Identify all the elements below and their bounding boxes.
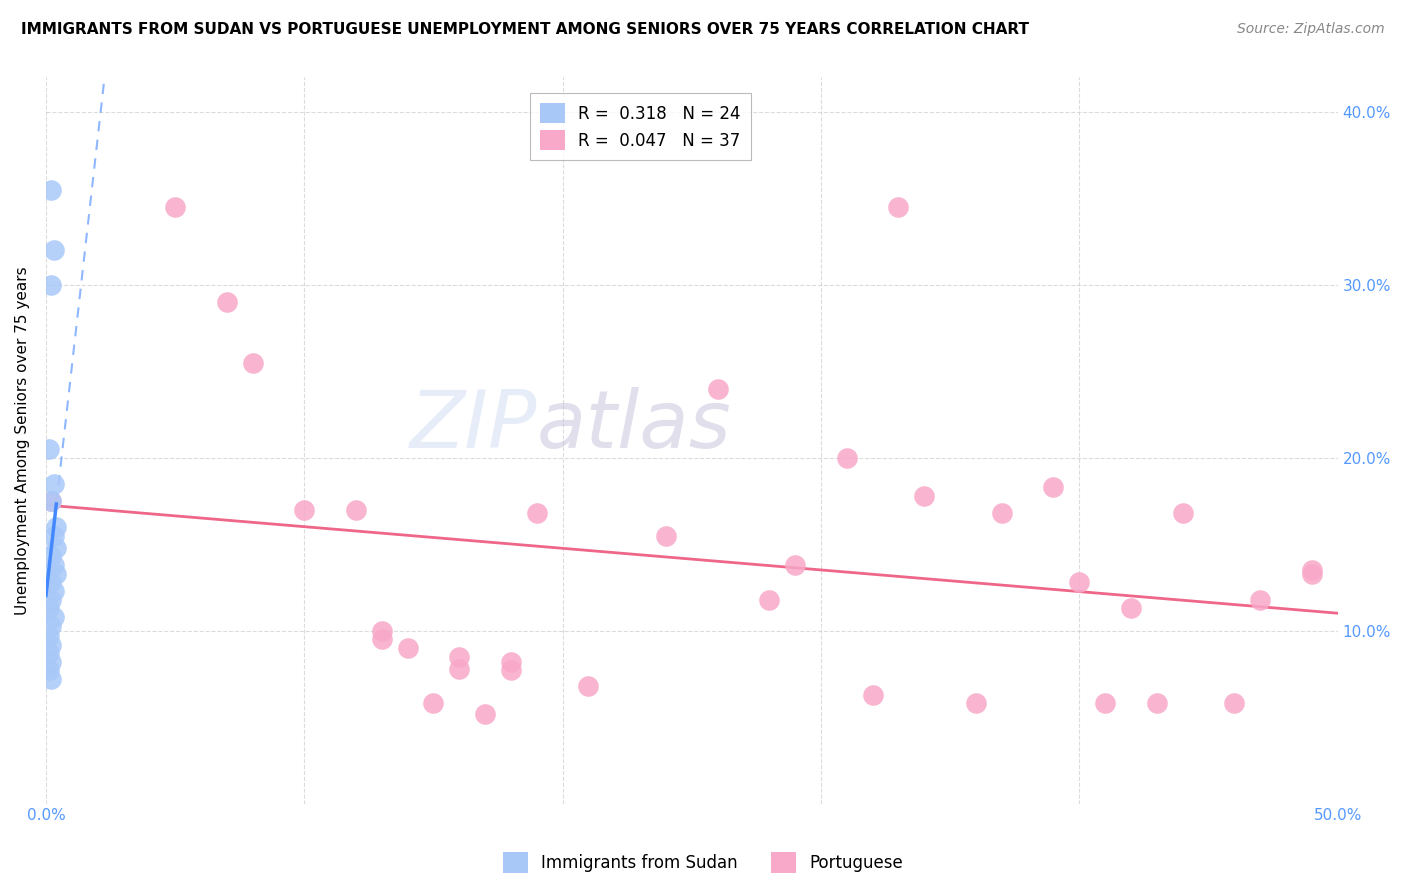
Point: [165, 200, 187, 214]
Point: [39, 277, 62, 292]
Point: [39, 592, 62, 607]
Point: [371, 632, 394, 647]
Point: [39, 183, 62, 197]
Point: [499, 655, 522, 669]
Point: [1094, 696, 1116, 710]
Point: [38, 442, 60, 457]
Point: [1042, 480, 1064, 494]
Point: [39, 494, 62, 508]
Point: [38, 664, 60, 678]
Point: [45, 541, 67, 555]
Point: [526, 506, 548, 520]
Point: [862, 688, 884, 702]
Point: [449, 649, 471, 664]
Point: [45, 520, 67, 534]
Point: [396, 640, 419, 655]
Text: IMMIGRANTS FROM SUDAN VS PORTUGUESE UNEMPLOYMENT AMONG SENIORS OVER 75 YEARS COR: IMMIGRANTS FROM SUDAN VS PORTUGUESE UNEM…: [21, 22, 1029, 37]
Point: [1301, 563, 1323, 577]
Point: [991, 506, 1014, 520]
Point: [449, 662, 471, 676]
Point: [42, 558, 65, 572]
Point: [1249, 592, 1271, 607]
Point: [1146, 696, 1168, 710]
Point: [39, 618, 62, 632]
Point: [39, 638, 62, 652]
Point: [39, 549, 62, 564]
Point: [344, 502, 367, 516]
Point: [39, 672, 62, 686]
Point: [45, 566, 67, 581]
Point: [785, 558, 807, 572]
Point: [1301, 566, 1323, 581]
Point: [42, 610, 65, 624]
Point: [38, 601, 60, 615]
Point: [965, 696, 987, 710]
Point: [758, 592, 780, 607]
Point: [1171, 506, 1194, 520]
Point: [39, 494, 62, 508]
Text: ZIP: ZIP: [409, 387, 537, 465]
Point: [38, 629, 60, 643]
Point: [292, 502, 315, 516]
Point: [706, 382, 728, 396]
Point: [42, 244, 65, 258]
Point: [1223, 696, 1246, 710]
Y-axis label: Unemployment Among Seniors over 75 years: Unemployment Among Seniors over 75 years: [15, 266, 30, 615]
Point: [42, 528, 65, 542]
Point: [655, 528, 678, 542]
Point: [38, 646, 60, 660]
Point: [578, 679, 600, 693]
Point: [499, 664, 522, 678]
Point: [1119, 601, 1142, 615]
Point: [474, 706, 496, 721]
Point: [1069, 575, 1091, 590]
Legend: Immigrants from Sudan, Portuguese: Immigrants from Sudan, Portuguese: [496, 846, 910, 880]
Point: [39, 575, 62, 590]
Point: [42, 584, 65, 599]
Point: [42, 476, 65, 491]
Text: atlas: atlas: [537, 387, 731, 465]
Point: [39, 655, 62, 669]
Point: [215, 295, 238, 310]
Legend: R =  0.318   N = 24, R =  0.047   N = 37: R = 0.318 N = 24, R = 0.047 N = 37: [530, 93, 751, 161]
Point: [242, 356, 264, 370]
Point: [371, 624, 394, 638]
Text: Source: ZipAtlas.com: Source: ZipAtlas.com: [1237, 22, 1385, 37]
Point: [912, 489, 935, 503]
Point: [422, 696, 444, 710]
Point: [835, 450, 858, 465]
Point: [887, 200, 910, 214]
